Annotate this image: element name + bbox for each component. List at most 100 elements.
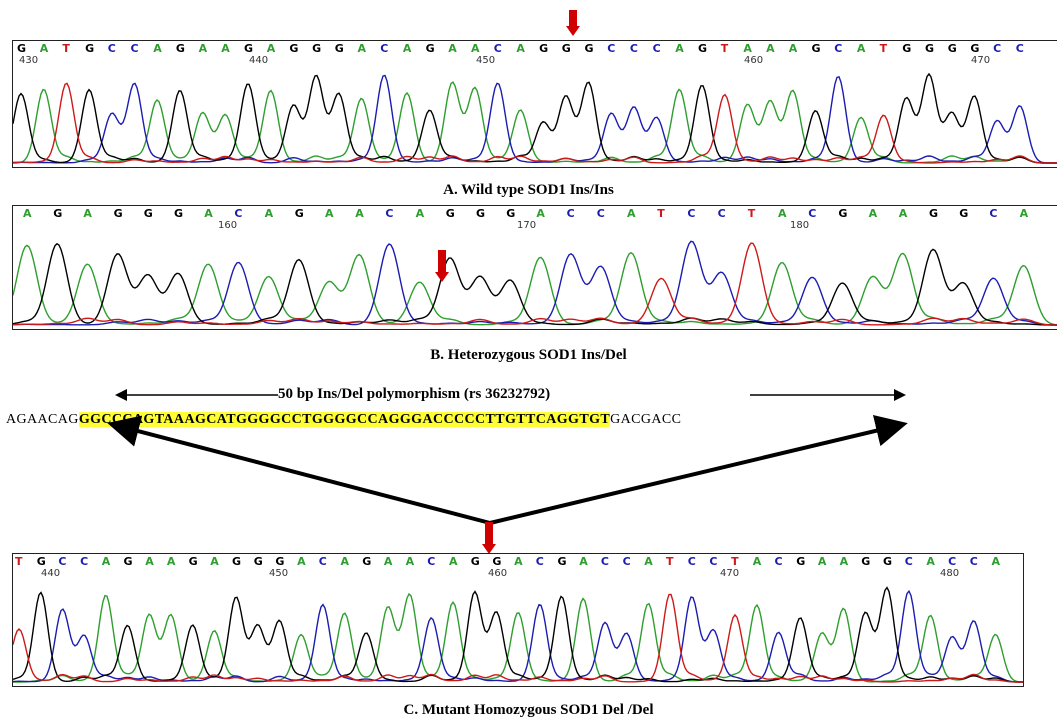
trace-A <box>13 244 1057 326</box>
base-call: G <box>539 42 549 55</box>
base-call: G <box>902 42 912 55</box>
base-call: C <box>904 555 913 568</box>
base-call: C <box>130 42 139 55</box>
base-call: A <box>839 555 849 568</box>
base-call: G <box>175 42 185 55</box>
base-call: G <box>113 207 123 220</box>
base-call: A <box>415 207 425 220</box>
trace-C <box>13 589 1023 683</box>
base-call: A <box>644 555 653 568</box>
base-call: A <box>221 42 230 55</box>
base-call: A <box>297 555 306 568</box>
base-call: G <box>294 207 304 220</box>
trace-G <box>13 586 1023 683</box>
base-call: G <box>838 207 848 220</box>
base-call: A <box>153 42 162 55</box>
base-call: A <box>579 555 588 568</box>
panel-b-position-160: 160 <box>218 220 238 231</box>
base-call: C <box>607 42 616 55</box>
insert-sequence: GGCCCAGTAAAGCATGGGGCCTGGGGCCAGGGACCCCCTT… <box>78 412 611 427</box>
base-call: A <box>383 555 393 568</box>
base-call: A <box>817 555 827 568</box>
base-call: G <box>698 42 708 55</box>
base-call: A <box>355 207 364 220</box>
trace-A <box>13 592 1023 683</box>
panel-a-position-440: 440 <box>249 55 269 66</box>
base-call: C <box>993 42 1002 55</box>
base-call: C <box>493 42 502 55</box>
base-call: C <box>380 42 389 55</box>
base-call: C <box>687 555 696 568</box>
panel-c-mutation-marker-icon <box>482 522 496 554</box>
base-call: A <box>204 207 213 220</box>
trace-G <box>13 72 1057 164</box>
base-call: A <box>516 42 525 55</box>
base-call: G <box>929 207 939 220</box>
base-call: A <box>471 42 480 55</box>
base-call: C <box>709 555 718 568</box>
base-call: G <box>425 42 435 55</box>
base-call: A <box>856 42 866 55</box>
base-call: T <box>747 207 756 220</box>
base-call: A <box>145 555 154 568</box>
base-call: G <box>445 207 455 220</box>
flank-left-sequence: AGAACAG <box>6 412 79 427</box>
base-call: A <box>898 207 908 220</box>
panel-a-trace <box>13 72 1057 164</box>
base-call: G <box>811 42 821 55</box>
base-call: A <box>514 555 523 568</box>
base-call: C <box>234 207 243 220</box>
base-call: A <box>325 207 334 220</box>
base-call: A <box>778 207 787 220</box>
base-call: C <box>717 207 726 220</box>
trace-C <box>13 74 1057 164</box>
base-call: A <box>340 555 350 568</box>
base-call: A <box>752 555 762 568</box>
base-call: G <box>232 555 242 568</box>
base-call: A <box>788 42 798 55</box>
base-call: G <box>334 42 344 55</box>
base-call: G <box>123 555 133 568</box>
base-call: G <box>947 42 957 55</box>
trace-T <box>13 593 1023 683</box>
base-call: C <box>969 555 978 568</box>
base-call: A <box>868 207 878 220</box>
base-call: G <box>557 555 567 568</box>
base-call: G <box>925 42 935 55</box>
base-call: G <box>253 555 263 568</box>
base-call: G <box>970 42 980 55</box>
trace-T <box>13 82 1057 164</box>
base-call: G <box>53 207 63 220</box>
base-call: G <box>17 42 27 55</box>
base-call: G <box>36 555 46 568</box>
base-call: G <box>275 555 285 568</box>
base-call: A <box>766 42 775 55</box>
base-call: T <box>657 207 665 220</box>
base-call: C <box>566 207 575 220</box>
panel-b-position-180: 180 <box>790 220 810 231</box>
panel-c-position-440: 440 <box>41 568 61 579</box>
panel-a-caption: A. Wild type SOD1 Ins/Ins <box>443 182 614 198</box>
base-call: G <box>476 207 486 220</box>
base-call: A <box>926 555 935 568</box>
base-call: A <box>405 555 415 568</box>
base-call: G <box>312 42 322 55</box>
base-call: C <box>1015 42 1024 55</box>
panel-c-position-460: 460 <box>488 568 508 579</box>
base-call: A <box>449 555 458 568</box>
base-call: G <box>188 555 198 568</box>
base-call: T <box>666 555 674 568</box>
base-call: A <box>991 555 1001 568</box>
base-call: A <box>627 207 636 220</box>
base-call: G <box>244 42 254 55</box>
base-call: A <box>448 42 457 55</box>
trace-A <box>13 81 1057 164</box>
base-call: C <box>629 42 638 55</box>
base-call: G <box>796 555 806 568</box>
base-call: C <box>652 42 661 55</box>
base-call: A <box>266 42 276 55</box>
base-call: A <box>357 42 367 55</box>
base-call: T <box>62 42 70 55</box>
panel-b-position-170: 170 <box>517 220 537 231</box>
